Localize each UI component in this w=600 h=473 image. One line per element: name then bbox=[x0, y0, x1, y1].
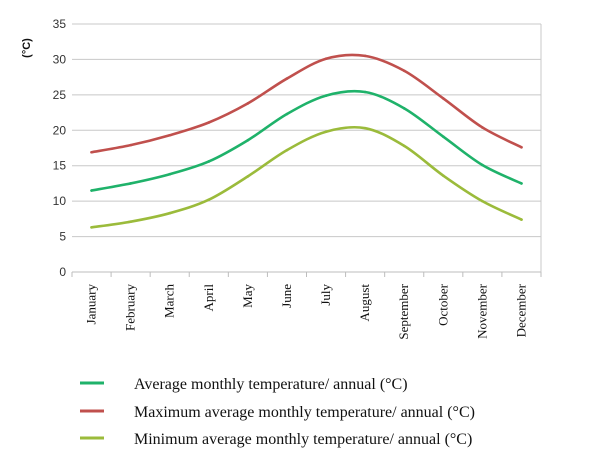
legend-label: Average monthly temperature/ annual (°C) bbox=[134, 376, 408, 393]
y-tick-label: 35 bbox=[53, 17, 67, 31]
series-point bbox=[520, 145, 523, 149]
series-point bbox=[207, 160, 211, 163]
series-point bbox=[129, 143, 132, 147]
legend: Average monthly temperature/ annual (°C)… bbox=[80, 376, 475, 448]
x-tick-label: December bbox=[513, 283, 528, 337]
series-point bbox=[481, 126, 484, 129]
series-point bbox=[402, 144, 406, 148]
x-tick-label: October bbox=[435, 283, 450, 326]
x-axis-category-labels: January February March April May June July Augu… bbox=[71, 272, 542, 340]
x-tick-label: September bbox=[396, 283, 411, 339]
series-point bbox=[520, 182, 523, 185]
series-point bbox=[90, 226, 93, 229]
y-axis-ticks: 0 5 10 15 20 25 30 35 bbox=[53, 17, 67, 279]
series-point bbox=[324, 57, 328, 61]
y-tick-label: 25 bbox=[53, 88, 67, 102]
y-tick-label: 15 bbox=[53, 159, 67, 173]
series-lines bbox=[90, 53, 523, 229]
x-tick-label: March bbox=[162, 284, 177, 318]
series-point bbox=[402, 69, 406, 73]
series-point bbox=[207, 198, 211, 202]
x-tick-label: July bbox=[318, 284, 333, 306]
series-point bbox=[363, 126, 367, 130]
series-point bbox=[168, 133, 172, 137]
series-point bbox=[285, 148, 289, 152]
x-tick-label: August bbox=[357, 284, 372, 322]
series-point bbox=[90, 150, 93, 154]
series-line-2 bbox=[90, 53, 523, 154]
series-point bbox=[324, 94, 328, 97]
series-line-1 bbox=[90, 89, 523, 192]
series-point bbox=[129, 182, 132, 185]
series-point bbox=[246, 138, 250, 142]
gridlines bbox=[72, 23, 541, 238]
series-point bbox=[520, 218, 523, 221]
series-point bbox=[441, 174, 445, 177]
x-tick-label: April bbox=[201, 284, 216, 312]
series-line-3 bbox=[90, 125, 523, 229]
series-point bbox=[90, 189, 93, 192]
x-tick-label: November bbox=[474, 283, 489, 339]
y-tick-label: 20 bbox=[53, 123, 67, 137]
y-tick-label: 5 bbox=[59, 230, 66, 244]
x-tick-label: June bbox=[279, 284, 294, 308]
legend-label: Maximum average monthly temperature/ ann… bbox=[134, 404, 475, 421]
x-tick-label: February bbox=[123, 284, 138, 331]
series-point bbox=[168, 172, 172, 176]
series-point bbox=[285, 77, 289, 80]
legend-label: Minimum average monthly temperature/ ann… bbox=[134, 431, 472, 448]
x-tick-label: January bbox=[84, 284, 99, 325]
series-point bbox=[481, 163, 484, 167]
series-point bbox=[207, 121, 211, 124]
y-tick-label: 30 bbox=[53, 52, 67, 66]
series-point bbox=[129, 220, 132, 223]
y-tick-label: 10 bbox=[53, 194, 67, 208]
plot-area bbox=[72, 24, 542, 273]
x-tick-label: May bbox=[240, 284, 255, 308]
series-point bbox=[246, 102, 250, 105]
series-point bbox=[324, 130, 328, 134]
series-point bbox=[246, 175, 250, 178]
series-point bbox=[402, 107, 406, 110]
series-point bbox=[168, 211, 172, 215]
series-point bbox=[363, 54, 367, 58]
y-tick-label: 0 bbox=[59, 265, 66, 279]
series-point bbox=[441, 97, 445, 100]
series-point bbox=[481, 199, 484, 203]
series-point bbox=[285, 112, 289, 116]
y-axis-unit-label: (°C) bbox=[21, 38, 33, 58]
series-point bbox=[363, 90, 367, 94]
series-point bbox=[441, 135, 445, 138]
